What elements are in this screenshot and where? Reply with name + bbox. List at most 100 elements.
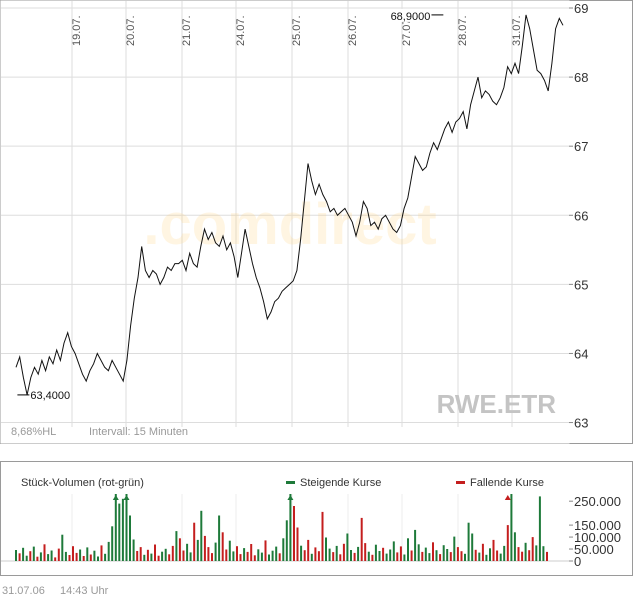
legend-swatch — [286, 481, 295, 484]
volume-overflow-markers — [112, 495, 511, 500]
volume-bar — [424, 547, 427, 561]
volume-bar — [474, 549, 477, 561]
volume-bar — [25, 555, 28, 561]
volume-bar — [342, 543, 345, 561]
volume-bar — [503, 545, 506, 561]
volume-bar — [218, 515, 221, 561]
volume-bar — [296, 527, 299, 561]
volume-bar — [118, 503, 121, 561]
volume-bar — [285, 520, 288, 561]
high-label: 68,9000 — [391, 11, 431, 23]
volume-bar — [22, 547, 25, 561]
volume-bar — [68, 555, 71, 561]
volume-bar — [410, 550, 413, 561]
volume-bar — [61, 534, 64, 561]
volume-bar — [143, 554, 146, 561]
volume-bar — [513, 532, 516, 561]
volume-bar — [178, 538, 181, 561]
high-label-bg — [385, 8, 432, 22]
volume-bar — [47, 554, 50, 561]
volume-bar — [321, 511, 324, 561]
volume-y-tick-label: 250.000 — [574, 494, 621, 509]
volume-bar — [175, 531, 178, 561]
volume-bar — [79, 549, 82, 561]
volume-bar — [403, 554, 406, 561]
volume-bar — [467, 522, 470, 561]
volume-bar — [481, 543, 484, 561]
volume-bar — [485, 554, 488, 561]
volume-bar — [182, 550, 185, 561]
volume-bar — [517, 547, 520, 561]
price-line — [15, 14, 564, 396]
volume-bar — [236, 546, 238, 561]
volume-bar — [421, 551, 424, 561]
instrument-label: RWE.ETR — [437, 389, 557, 419]
volume-bar — [439, 554, 442, 561]
volume-bar — [446, 549, 449, 561]
x-tick-label: 24.07. — [235, 15, 247, 46]
y-axis-tick-labels: 63 64 65 66 67 68 69 — [574, 1, 588, 431]
volume-bar — [93, 550, 96, 561]
volume-bar — [264, 540, 267, 561]
volume-overflow-marker — [112, 495, 119, 500]
y-tick-label: 67 — [574, 139, 588, 154]
x-axis-tick-labels: 19.07. 20.07. 21.07. 24.07. 25.07. 26.07. 27.0… — [71, 15, 523, 46]
volume-bar — [442, 545, 445, 561]
volume-bar — [275, 546, 278, 561]
volume-bar — [374, 544, 377, 561]
volume-bar — [207, 547, 210, 561]
volume-bar — [510, 494, 513, 561]
volume-bar — [64, 551, 67, 561]
volume-bar — [36, 556, 39, 561]
volume-bar — [107, 541, 110, 561]
volume-bar — [75, 552, 78, 561]
price-panel: .comdirect RWE.ETR 19.07. 20.07. 21.07. 24.… — [0, 0, 633, 444]
volume-bar — [189, 552, 192, 561]
x-tick-label: 21.07. — [181, 15, 193, 46]
volume-bar — [357, 546, 360, 561]
volume-bar — [521, 551, 524, 561]
volume-bar — [186, 543, 189, 561]
low-label: 63,4000 — [30, 390, 70, 402]
volume-overflow-marker — [504, 495, 511, 500]
volume-bar — [367, 551, 370, 561]
volume-bar — [325, 537, 327, 561]
footer-interval-label: Intervall: 15 Minuten — [89, 426, 188, 438]
footer-hl-label: 8,68%HL — [11, 426, 56, 438]
volume-bar — [193, 522, 196, 561]
volume-bar — [339, 554, 342, 561]
volume-bar — [464, 553, 466, 561]
volume-bar — [72, 546, 74, 561]
y-tick-label: 69 — [574, 1, 588, 16]
volume-bar — [253, 555, 256, 561]
volume-bar — [528, 550, 531, 561]
x-tick-label: 20.07. — [125, 15, 137, 46]
volume-bar — [221, 532, 224, 561]
volume-overflow-marker — [287, 495, 294, 500]
volume-bar — [164, 548, 167, 561]
footer-date: 31.07.06 — [2, 585, 45, 597]
volume-bar — [328, 548, 331, 561]
volume-bar — [317, 551, 320, 561]
volume-bar — [346, 533, 349, 561]
volume-bar — [360, 517, 363, 561]
volume-bar — [432, 542, 434, 561]
volume-bar — [499, 553, 502, 561]
volume-bar — [257, 549, 260, 561]
volume-bar — [453, 536, 456, 561]
volume-bar — [203, 535, 206, 561]
volume-bar — [168, 554, 171, 561]
footer-time: 14:43 Uhr — [60, 585, 109, 597]
price-annotations: 68,9000 63,4000 — [17, 8, 444, 402]
volume-bar — [214, 542, 217, 561]
volume-bar — [300, 545, 303, 561]
volume-bar — [50, 550, 53, 561]
x-tick-label: 19.07. — [71, 15, 83, 46]
y-tick-label: 63 — [574, 416, 588, 431]
volume-bar — [18, 553, 21, 561]
volume-bar — [89, 554, 92, 561]
volume-bar — [435, 550, 438, 561]
y-tick-label: 66 — [574, 208, 588, 223]
volume-bar — [121, 498, 124, 561]
